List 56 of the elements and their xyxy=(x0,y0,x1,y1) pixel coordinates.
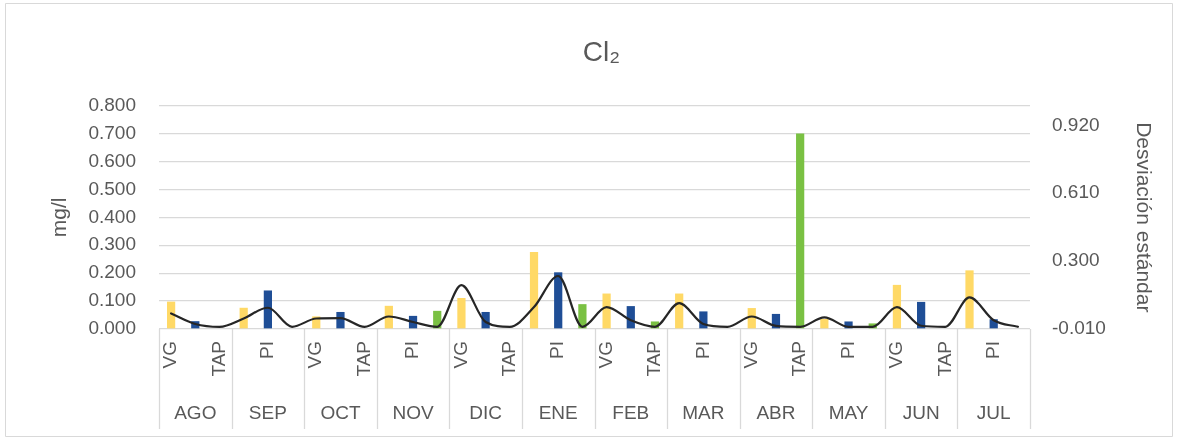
text: OCT xyxy=(320,402,361,424)
x-tick-label: PI xyxy=(981,341,1003,359)
text: ABR xyxy=(756,402,796,424)
y-tick-label: 0.400 xyxy=(88,205,136,227)
text: FEB xyxy=(612,402,650,424)
text: JUL xyxy=(976,402,1011,424)
text: SEP xyxy=(248,402,287,424)
x-tick-label: PI xyxy=(256,341,278,359)
x-tick-label: PI xyxy=(836,341,858,359)
y-tick-label: 0.700 xyxy=(88,121,136,143)
text: ENE xyxy=(538,402,578,424)
x-tick-label: PI xyxy=(401,341,423,359)
x-tick-label: VG xyxy=(594,341,616,369)
y-axis-title: mg/l xyxy=(47,197,71,238)
y-tick-label: 0.300 xyxy=(88,233,136,255)
x-tick-label: TAP xyxy=(498,341,520,377)
y-tick-label: 0.800 xyxy=(88,93,136,115)
y2-tick-label: 0.920 xyxy=(1052,113,1100,135)
y2-tick-label: 0.610 xyxy=(1052,181,1100,203)
x-tick-label: TAP xyxy=(933,341,955,377)
bar xyxy=(263,290,272,329)
bar xyxy=(457,298,466,329)
y-tick-label: 0.200 xyxy=(88,261,136,283)
y-tick-label: 0.500 xyxy=(88,177,136,199)
x-tick-label: VG xyxy=(740,341,761,369)
x-tick-label: PI xyxy=(691,341,713,359)
bar xyxy=(602,293,611,329)
x-tick-label: TAP xyxy=(643,341,665,377)
y2-tick-label: 0.300 xyxy=(1052,249,1100,271)
x-tick-label: TAP xyxy=(207,341,229,377)
y-tick-label: 0.600 xyxy=(88,149,136,171)
x-tick-label: VG xyxy=(449,341,471,369)
text: NOV xyxy=(392,402,434,424)
y2-axis-title: Desviación estándar xyxy=(1132,122,1156,313)
bar xyxy=(965,270,974,329)
x-tick-label: VG xyxy=(159,341,181,369)
bar xyxy=(796,133,805,329)
x-tick-label: VG xyxy=(304,341,326,369)
y-tick-label: 0.100 xyxy=(88,289,136,311)
text: MAY xyxy=(828,402,869,424)
text: DIC xyxy=(469,402,502,424)
bar xyxy=(892,284,902,329)
chart-title: Cl₂ xyxy=(582,35,621,67)
bar xyxy=(529,251,539,329)
y2-tick-label: -0.010 xyxy=(1052,317,1106,339)
bar xyxy=(820,318,829,329)
text: MAR xyxy=(682,402,725,424)
x-tick-label: VG xyxy=(885,341,907,369)
x-tick-label: TAP xyxy=(352,341,374,377)
x-tick-label: PI xyxy=(546,341,568,359)
text: JUN xyxy=(902,402,940,424)
text: AGO xyxy=(174,402,217,424)
bar xyxy=(554,272,563,329)
y-tick-label: 0.000 xyxy=(88,317,136,339)
line-series xyxy=(170,274,1019,328)
x-tick-label: TAP xyxy=(788,341,810,377)
